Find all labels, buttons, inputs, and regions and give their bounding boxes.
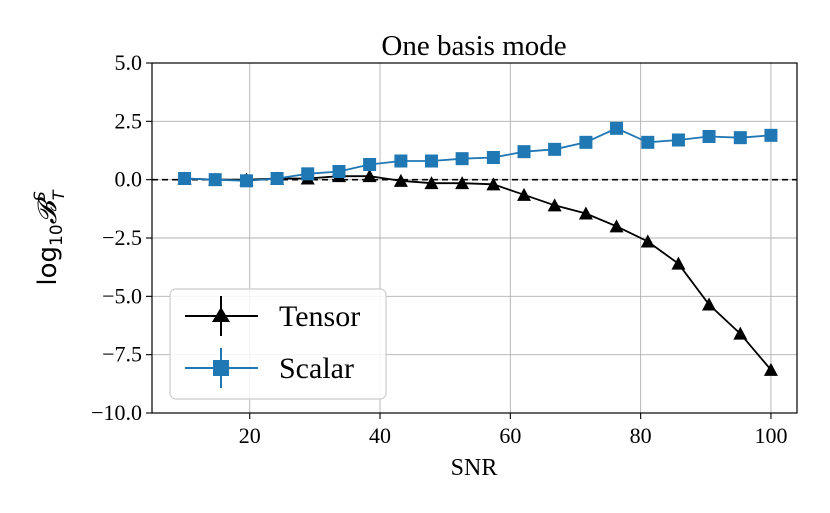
tensor-point [393, 173, 408, 187]
scalar-point [733, 131, 747, 145]
tensor-point [486, 177, 501, 191]
x-tick-label: 100 [754, 423, 787, 448]
y-tick-label: 5.0 [115, 50, 143, 75]
series-scalar [178, 121, 778, 188]
scalar-point [332, 165, 346, 178]
tensor-point [578, 206, 593, 220]
chart-title: One basis mode [381, 30, 566, 62]
axis-ticks: 20 40 60 80 100 5.0 2.5 0.0 −2.5 −5.0 −7.5 −10.0 [91, 50, 787, 448]
legend-entry-tensor: Tensor [185, 296, 360, 336]
scalar-point [301, 167, 315, 181]
series-group [177, 121, 778, 376]
scalar-point [702, 130, 716, 143]
scalar-point [517, 145, 531, 159]
tensor-point [547, 198, 562, 212]
y-axis-label-sup: S [30, 191, 49, 201]
y-axis-label: log10𝓑ST [30, 189, 68, 285]
scalar-point [394, 154, 408, 168]
y-axis-label-base: log [33, 246, 63, 286]
y-tick-label: −10.0 [91, 400, 142, 425]
y-tick-label: −2.5 [102, 225, 142, 250]
y-tick-label: 0.0 [115, 167, 143, 192]
x-axis-label: SNR [451, 455, 498, 481]
tensor-point [671, 256, 686, 270]
scalar-point [270, 172, 284, 185]
scalar-point [178, 172, 192, 185]
x-tick-label: 60 [499, 423, 521, 448]
tensor-point [733, 326, 748, 340]
scalar-point [641, 135, 655, 149]
scalar-point [239, 174, 253, 188]
legend-tensor-marker [212, 307, 230, 322]
scalar-point [610, 121, 624, 135]
scalar-point [764, 128, 778, 142]
scalar-point [486, 151, 500, 164]
legend-label-scalar: Scalar [279, 352, 354, 385]
y-tick-label: −7.5 [102, 342, 142, 367]
tensor-point [640, 234, 655, 248]
tensor-point [609, 219, 624, 233]
tensor-point [362, 169, 377, 183]
scalar-point [671, 133, 685, 147]
scalar-point [579, 135, 593, 149]
y-tick-label: −5.0 [102, 283, 142, 308]
y-axis-label-sub: 10 [47, 224, 67, 246]
tensor-point [517, 187, 532, 201]
tensor-point [763, 362, 778, 376]
y-axis-label-lowsub: T [49, 189, 68, 200]
legend-entry-scalar: Scalar [185, 348, 354, 388]
x-tick-label: 40 [369, 423, 391, 448]
scalar-point [208, 173, 222, 187]
y-tick-label: 2.5 [115, 108, 143, 133]
legend: Tensor Scalar [169, 288, 387, 400]
legend-scalar-marker [213, 360, 229, 376]
x-tick-label: 20 [239, 423, 261, 448]
scalar-point [363, 158, 377, 171]
scalar-point [425, 154, 438, 168]
scalar-point [548, 142, 562, 156]
tensor-point [702, 297, 717, 311]
tensor-point [455, 176, 470, 190]
tensor-point [424, 176, 439, 190]
legend-label-tensor: Tensor [279, 300, 360, 333]
x-tick-label: 80 [630, 423, 652, 448]
scalar-point [455, 152, 469, 166]
